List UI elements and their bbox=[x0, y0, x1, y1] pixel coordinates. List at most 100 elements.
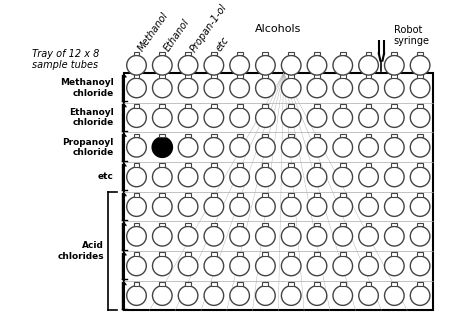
Circle shape bbox=[178, 78, 198, 98]
Circle shape bbox=[384, 256, 404, 276]
Circle shape bbox=[255, 137, 275, 157]
Circle shape bbox=[127, 256, 146, 276]
Circle shape bbox=[410, 256, 430, 276]
Bar bbox=[185, 163, 191, 167]
Bar bbox=[263, 282, 268, 286]
Bar bbox=[159, 193, 165, 197]
Bar bbox=[159, 163, 165, 167]
Text: Propan-1-ol: Propan-1-ol bbox=[188, 2, 228, 53]
Circle shape bbox=[410, 286, 430, 305]
Circle shape bbox=[410, 55, 430, 75]
Circle shape bbox=[204, 286, 224, 305]
Bar bbox=[263, 223, 268, 226]
Bar bbox=[185, 223, 191, 226]
Bar bbox=[392, 104, 397, 108]
Circle shape bbox=[230, 108, 249, 127]
Circle shape bbox=[384, 286, 404, 305]
Circle shape bbox=[282, 286, 301, 305]
Circle shape bbox=[282, 108, 301, 127]
Circle shape bbox=[204, 256, 224, 276]
Bar bbox=[314, 163, 320, 167]
Bar bbox=[417, 282, 423, 286]
Circle shape bbox=[204, 167, 224, 187]
Bar bbox=[159, 74, 165, 78]
Circle shape bbox=[127, 167, 146, 187]
Bar bbox=[124, 73, 433, 310]
Circle shape bbox=[307, 197, 327, 216]
Bar bbox=[237, 282, 243, 286]
Bar bbox=[417, 104, 423, 108]
Circle shape bbox=[230, 197, 249, 216]
Bar bbox=[392, 223, 397, 226]
Circle shape bbox=[178, 197, 198, 216]
Circle shape bbox=[230, 256, 249, 276]
Bar bbox=[288, 193, 294, 197]
Bar bbox=[314, 74, 320, 78]
Circle shape bbox=[307, 137, 327, 157]
Bar bbox=[237, 253, 243, 256]
Circle shape bbox=[410, 137, 430, 157]
Circle shape bbox=[153, 167, 172, 187]
Circle shape bbox=[230, 55, 249, 75]
Bar bbox=[417, 134, 423, 137]
Circle shape bbox=[230, 286, 249, 305]
Circle shape bbox=[333, 197, 353, 216]
Circle shape bbox=[333, 167, 353, 187]
Bar bbox=[211, 104, 217, 108]
Bar bbox=[134, 134, 139, 137]
Text: Robot
syringe: Robot syringe bbox=[394, 25, 430, 46]
Circle shape bbox=[359, 226, 378, 246]
Circle shape bbox=[178, 256, 198, 276]
Circle shape bbox=[333, 256, 353, 276]
Bar bbox=[159, 282, 165, 286]
Bar bbox=[365, 74, 372, 78]
Circle shape bbox=[384, 197, 404, 216]
Bar bbox=[288, 134, 294, 137]
Circle shape bbox=[153, 197, 172, 216]
Bar bbox=[340, 163, 346, 167]
Bar bbox=[211, 253, 217, 256]
Circle shape bbox=[282, 226, 301, 246]
Bar bbox=[314, 134, 320, 137]
Bar bbox=[288, 223, 294, 226]
Bar bbox=[185, 134, 191, 137]
Circle shape bbox=[204, 226, 224, 246]
Bar bbox=[237, 223, 243, 226]
Circle shape bbox=[384, 137, 404, 157]
Bar bbox=[159, 134, 165, 137]
Bar bbox=[365, 134, 372, 137]
Bar bbox=[263, 253, 268, 256]
Circle shape bbox=[410, 108, 430, 127]
Bar bbox=[159, 223, 165, 226]
Circle shape bbox=[178, 226, 198, 246]
Circle shape bbox=[307, 226, 327, 246]
Circle shape bbox=[204, 55, 224, 75]
Bar bbox=[288, 52, 294, 55]
Circle shape bbox=[255, 167, 275, 187]
Circle shape bbox=[204, 137, 224, 157]
Bar bbox=[211, 193, 217, 197]
Bar bbox=[185, 193, 191, 197]
Bar bbox=[211, 52, 217, 55]
Bar bbox=[340, 223, 346, 226]
Bar bbox=[365, 163, 372, 167]
Text: Ethanoyl
chloride: Ethanoyl chloride bbox=[69, 108, 114, 127]
Bar bbox=[211, 282, 217, 286]
Circle shape bbox=[204, 108, 224, 127]
Text: etc: etc bbox=[214, 35, 231, 53]
Bar bbox=[365, 52, 372, 55]
Circle shape bbox=[230, 226, 249, 246]
Circle shape bbox=[127, 55, 146, 75]
Circle shape bbox=[359, 286, 378, 305]
Bar bbox=[314, 193, 320, 197]
Bar bbox=[417, 163, 423, 167]
Circle shape bbox=[230, 167, 249, 187]
Bar bbox=[340, 134, 346, 137]
Bar bbox=[211, 223, 217, 226]
Bar bbox=[134, 52, 139, 55]
Circle shape bbox=[127, 108, 146, 127]
Circle shape bbox=[230, 137, 249, 157]
Text: Tray of 12 x 8
sample tubes: Tray of 12 x 8 sample tubes bbox=[32, 49, 100, 70]
Bar bbox=[365, 282, 372, 286]
Bar bbox=[340, 282, 346, 286]
